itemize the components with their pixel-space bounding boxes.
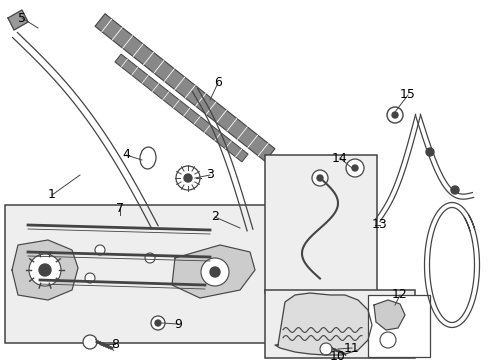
FancyBboxPatch shape [367,295,429,357]
Text: 4: 4 [122,148,130,162]
Text: 8: 8 [111,338,119,351]
Circle shape [391,112,397,118]
Circle shape [246,222,252,228]
Text: 2: 2 [211,211,219,224]
Circle shape [346,159,363,177]
Circle shape [145,253,155,263]
Text: 3: 3 [205,168,214,181]
Polygon shape [274,293,371,355]
Text: 1: 1 [48,189,56,202]
Text: 15: 15 [399,89,415,102]
Circle shape [311,170,327,186]
Text: 7: 7 [116,202,124,215]
Circle shape [176,166,200,190]
Circle shape [425,148,433,156]
Text: 6: 6 [214,77,222,90]
Circle shape [316,175,323,181]
Circle shape [209,267,220,277]
Circle shape [152,272,158,278]
Circle shape [155,320,161,326]
Circle shape [351,165,357,171]
Text: 12: 12 [391,288,407,302]
Circle shape [242,217,258,233]
Circle shape [319,343,331,355]
Circle shape [151,316,164,330]
Polygon shape [373,300,404,330]
Polygon shape [115,54,247,162]
Text: 9: 9 [174,318,182,330]
Circle shape [379,332,395,348]
Text: 5: 5 [18,12,26,24]
Circle shape [83,335,97,349]
Polygon shape [172,245,254,298]
Text: 13: 13 [371,219,387,231]
Polygon shape [8,10,28,30]
FancyBboxPatch shape [264,290,414,358]
Circle shape [39,264,51,276]
Circle shape [183,174,192,182]
Circle shape [85,273,95,283]
Polygon shape [95,14,274,161]
Ellipse shape [140,147,156,169]
Text: 10: 10 [329,351,345,360]
Circle shape [450,186,458,194]
Circle shape [29,254,61,286]
Circle shape [201,258,228,286]
Circle shape [147,267,163,283]
Text: 14: 14 [331,152,347,165]
Circle shape [95,245,105,255]
Circle shape [386,107,402,123]
FancyBboxPatch shape [5,205,292,343]
FancyBboxPatch shape [264,155,376,293]
Polygon shape [12,240,78,300]
Text: 11: 11 [344,342,359,355]
